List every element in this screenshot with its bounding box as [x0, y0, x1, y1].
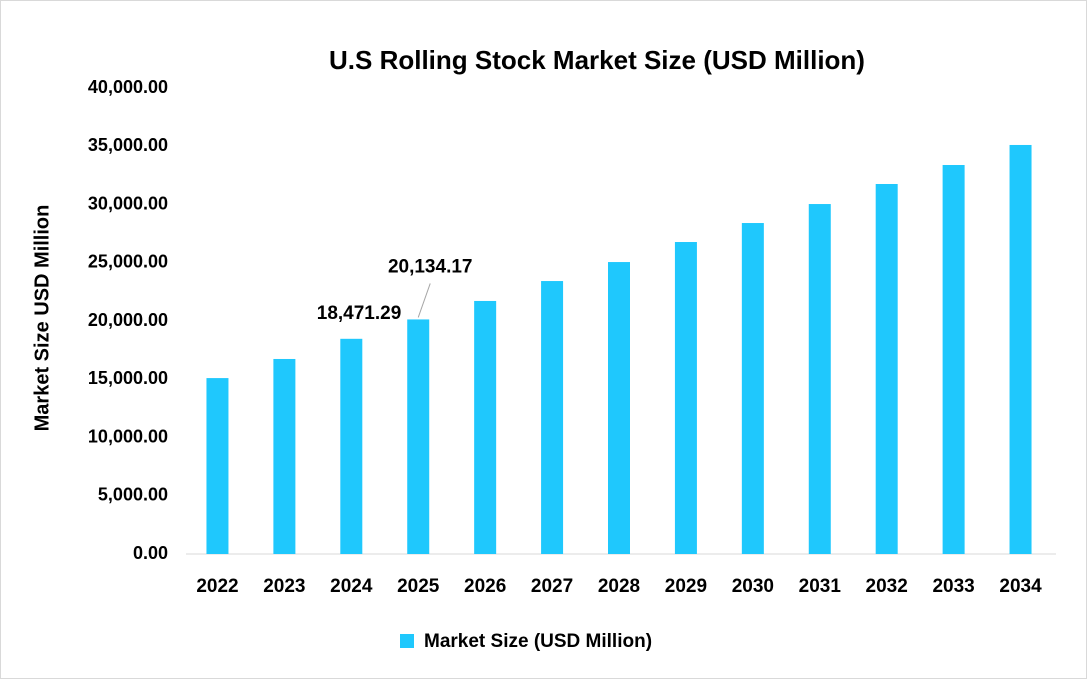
- x-tick-label: 2029: [665, 576, 707, 597]
- legend-label: Market Size (USD Million): [424, 631, 652, 652]
- data-label: 20,134.17: [388, 256, 473, 277]
- y-tick-label: 35,000.00: [88, 135, 168, 155]
- data-label: 18,471.29: [317, 303, 402, 324]
- bar: [474, 300, 497, 554]
- bar: [741, 223, 764, 554]
- bar: [674, 242, 697, 554]
- bar: [407, 319, 430, 554]
- x-tick-label: 2026: [464, 576, 506, 597]
- bar: [608, 262, 630, 554]
- bar: [541, 281, 564, 554]
- x-tick-label: 2034: [999, 576, 1042, 597]
- bar: [273, 358, 296, 554]
- bar: [808, 204, 831, 554]
- x-tick-label: 2022: [196, 576, 238, 597]
- x-tick-label: 2031: [799, 576, 842, 597]
- bar: [1009, 144, 1032, 554]
- x-tick-label: 2033: [932, 576, 974, 597]
- y-tick-label: 5,000.00: [98, 485, 168, 505]
- x-tick-label: 2024: [330, 576, 373, 597]
- bar: [206, 378, 229, 554]
- y-tick-label: 0.00: [133, 543, 168, 563]
- bar: [875, 183, 898, 554]
- x-tick-label: 2023: [263, 576, 305, 597]
- y-tick-label: 10,000.00: [88, 426, 168, 446]
- x-tick-label: 2028: [598, 576, 640, 597]
- x-tick-label: 2030: [732, 576, 774, 597]
- y-tick-label: 20,000.00: [88, 310, 168, 330]
- x-tick-label: 2025: [397, 576, 440, 597]
- bar: [340, 338, 363, 554]
- x-tick-label: 2032: [866, 576, 908, 597]
- y-axis-label: Market Size USD Million: [31, 205, 53, 432]
- leader-line: [417, 283, 431, 318]
- y-tick-label: 30,000.00: [88, 193, 168, 213]
- y-tick-label: 15,000.00: [88, 368, 168, 388]
- y-tick-label: 40,000.00: [88, 77, 168, 97]
- y-tick-label: 25,000.00: [88, 252, 168, 272]
- bar: [942, 165, 965, 554]
- chart-title: U.S Rolling Stock Market Size (USD Milli…: [329, 45, 865, 75]
- x-tick-label: 2027: [531, 576, 573, 597]
- legend-swatch: [400, 634, 414, 648]
